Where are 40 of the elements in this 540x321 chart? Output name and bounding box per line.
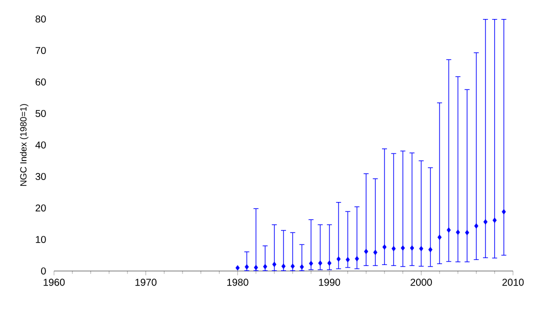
point bbox=[308, 260, 314, 266]
y-tick-label: 70 bbox=[36, 46, 46, 54]
y-tick-label: 60 bbox=[36, 78, 46, 86]
y-tick-label: 50 bbox=[36, 110, 46, 118]
y-tick-label: 80 bbox=[36, 15, 46, 23]
point bbox=[502, 209, 506, 214]
y-tick-label: 10 bbox=[36, 236, 46, 244]
point bbox=[373, 250, 378, 256]
point bbox=[492, 218, 497, 223]
point bbox=[236, 265, 240, 271]
y-tick-label: 40 bbox=[35, 141, 46, 149]
point bbox=[364, 248, 368, 254]
point bbox=[382, 244, 387, 250]
point bbox=[428, 246, 432, 252]
x-tick-label: 1990 bbox=[319, 278, 340, 286]
point bbox=[437, 234, 442, 240]
point bbox=[336, 256, 341, 262]
y-axis-title: NGC Index (1980=1) bbox=[20, 104, 28, 186]
x-tick-label: 1970 bbox=[135, 278, 156, 286]
x-tick-label: 1960 bbox=[44, 278, 65, 286]
point bbox=[327, 260, 332, 266]
y-tick-label: 20 bbox=[36, 204, 46, 212]
point bbox=[400, 245, 405, 251]
point bbox=[410, 245, 414, 251]
point bbox=[419, 246, 424, 252]
point bbox=[318, 260, 322, 266]
point bbox=[346, 256, 350, 262]
point bbox=[272, 262, 276, 268]
point bbox=[483, 219, 488, 225]
point bbox=[474, 223, 478, 229]
y-tick-label: 30 bbox=[36, 172, 46, 180]
x-tick-label: 2000 bbox=[410, 278, 432, 286]
point bbox=[465, 230, 470, 236]
point bbox=[392, 246, 396, 252]
y-tick-label: 0 bbox=[41, 267, 46, 275]
x-tick-label: 1980 bbox=[227, 278, 248, 286]
point bbox=[354, 256, 360, 262]
x-tick-label: 2010 bbox=[502, 278, 524, 286]
point bbox=[446, 227, 451, 233]
point bbox=[456, 230, 460, 235]
